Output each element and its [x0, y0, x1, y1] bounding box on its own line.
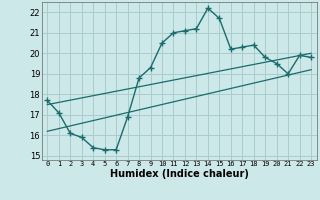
X-axis label: Humidex (Indice chaleur): Humidex (Indice chaleur) — [110, 169, 249, 179]
